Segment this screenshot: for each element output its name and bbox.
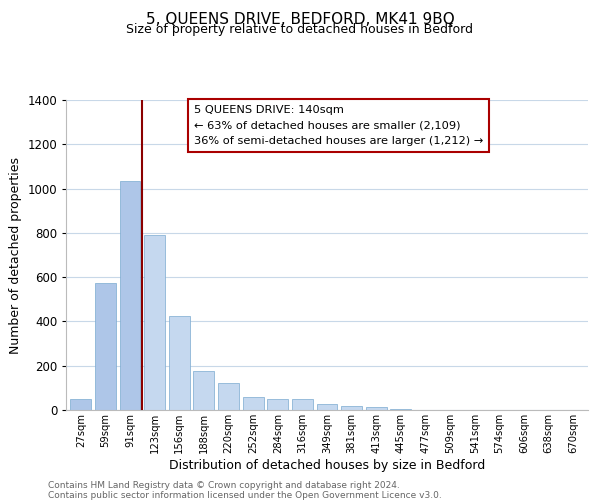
- Text: Contains HM Land Registry data © Crown copyright and database right 2024.: Contains HM Land Registry data © Crown c…: [48, 481, 400, 490]
- Text: Size of property relative to detached houses in Bedford: Size of property relative to detached ho…: [127, 24, 473, 36]
- X-axis label: Distribution of detached houses by size in Bedford: Distribution of detached houses by size …: [169, 458, 485, 471]
- Bar: [169, 316, 190, 410]
- Text: Contains public sector information licensed under the Open Government Licence v3: Contains public sector information licen…: [48, 491, 442, 500]
- Bar: [366, 406, 387, 410]
- Bar: [144, 235, 165, 410]
- Text: 5 QUEENS DRIVE: 140sqm
← 63% of detached houses are smaller (2,109)
36% of semi-: 5 QUEENS DRIVE: 140sqm ← 63% of detached…: [194, 104, 483, 146]
- Text: 5, QUEENS DRIVE, BEDFORD, MK41 9BQ: 5, QUEENS DRIVE, BEDFORD, MK41 9BQ: [146, 12, 454, 28]
- Bar: [292, 399, 313, 410]
- Y-axis label: Number of detached properties: Number of detached properties: [10, 156, 22, 354]
- Bar: [70, 399, 91, 410]
- Bar: [391, 409, 412, 410]
- Bar: [95, 282, 116, 410]
- Bar: [193, 371, 214, 410]
- Bar: [242, 396, 263, 410]
- Bar: [267, 399, 288, 410]
- Bar: [341, 406, 362, 410]
- Bar: [218, 384, 239, 410]
- Bar: [317, 404, 337, 410]
- Bar: [119, 181, 140, 410]
